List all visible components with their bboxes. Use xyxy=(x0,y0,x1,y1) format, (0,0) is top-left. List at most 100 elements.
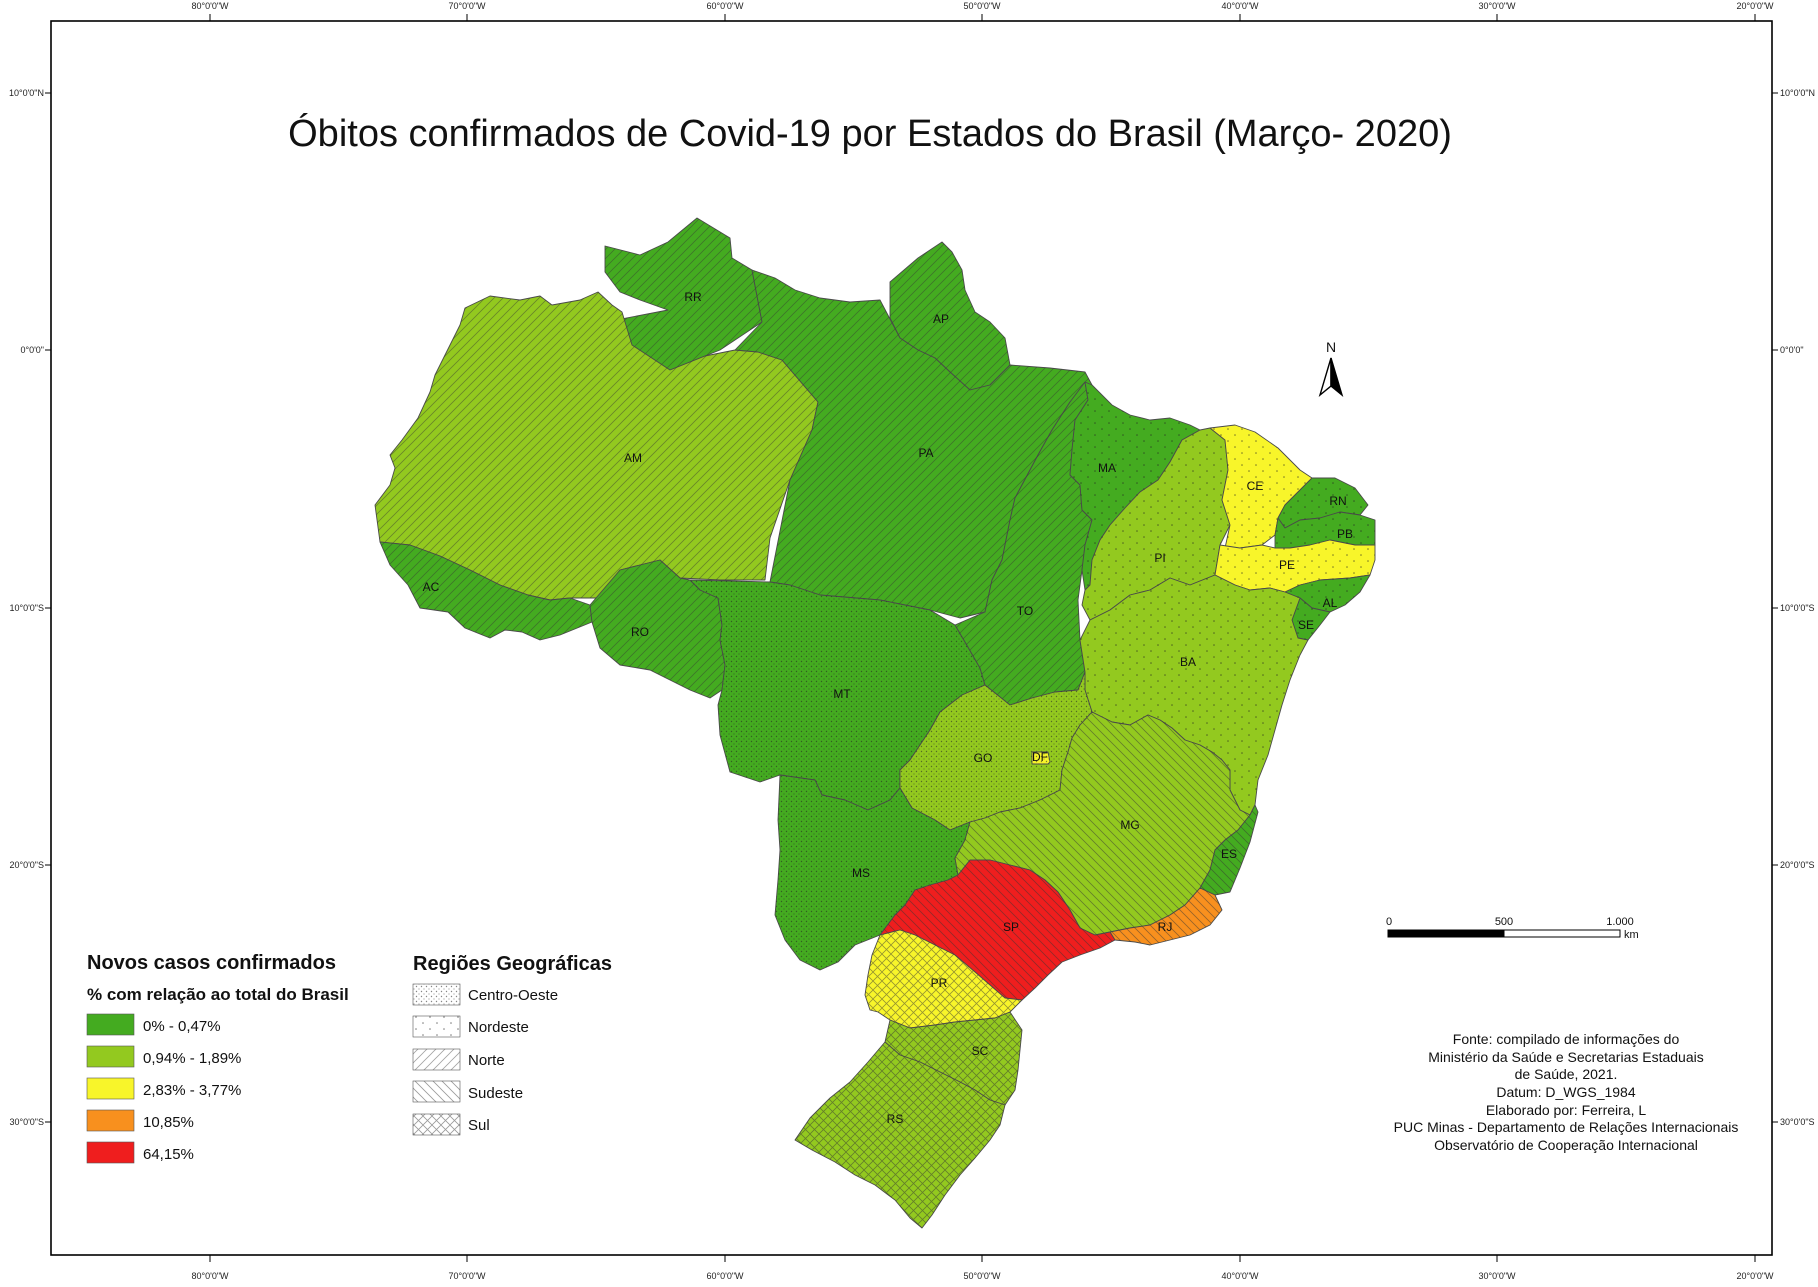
state-ac[interactable] xyxy=(379,541,593,641)
label-go: GO xyxy=(974,751,993,765)
legend-label-2: 0,94% - 1,89% xyxy=(143,1050,241,1067)
tick-label-left: 10°0'0"N xyxy=(9,88,44,98)
label-am: AM xyxy=(624,451,642,465)
north-arrow-label: N xyxy=(1326,339,1336,355)
state-pr[interactable] xyxy=(864,929,1023,1029)
scale-bar-segment-1 xyxy=(1388,930,1504,937)
source-line-4: Datum: D_WGS_1984 xyxy=(1496,1084,1635,1100)
scale-bar: 0 500 1.000 km xyxy=(1386,916,1639,941)
state-ro[interactable] xyxy=(589,559,726,699)
legend-subtitle: % com relação ao total do Brasil xyxy=(87,985,349,1004)
region-swatch-centro-oeste xyxy=(412,983,461,1006)
label-mg: MG xyxy=(1120,818,1139,832)
state-rj[interactable] xyxy=(1109,887,1223,946)
label-rr: RR xyxy=(684,290,702,304)
region-swatch-nordeste xyxy=(412,1015,461,1038)
label-rn: RN xyxy=(1329,494,1346,508)
state-to[interactable] xyxy=(954,381,1093,706)
region-label-nordeste: Nordeste xyxy=(468,1019,529,1036)
graticule-ticks: 80°0'0"W 80°0'0"W 70°0'0"W 70°0'0"W 60°0'0"W… xyxy=(9,1,1815,1281)
region-label-sudeste: Sudeste xyxy=(468,1085,523,1102)
label-mt: MT xyxy=(833,687,851,701)
tick-label-bottom: 60°0'0"W xyxy=(706,1271,744,1281)
state-rn[interactable] xyxy=(1277,477,1369,529)
source-line-1: Fonte: compilado de informações do xyxy=(1453,1031,1680,1047)
tick-label-top: 60°0'0"W xyxy=(706,1,744,11)
state-mt[interactable] xyxy=(689,579,986,811)
label-df: DF xyxy=(1032,750,1048,764)
source-line-5: Elaborado por: Ferreira, L xyxy=(1486,1102,1647,1118)
legend-regions: Regiões Geográficas Centro-Oeste Nordest… xyxy=(412,953,612,1136)
state-rs[interactable] xyxy=(794,1041,1006,1229)
scale-label-500: 500 xyxy=(1495,916,1513,928)
map-title: Óbitos confirmados de Covid-19 por Estad… xyxy=(288,112,1452,155)
state-sc[interactable] xyxy=(884,1011,1023,1106)
label-ap: AP xyxy=(933,312,949,326)
label-ba: BA xyxy=(1180,655,1196,669)
legend-label-1: 0% - 0,47% xyxy=(143,1018,221,1035)
label-es: ES xyxy=(1221,847,1237,861)
legend-label-5: 64,15% xyxy=(143,1146,194,1163)
tick-label-bottom: 20°0'0"W xyxy=(1736,1271,1774,1281)
region-swatch-sul xyxy=(412,1113,461,1136)
label-ma: MA xyxy=(1098,461,1116,475)
label-pe: PE xyxy=(1279,558,1295,572)
label-se: SE xyxy=(1298,618,1314,632)
state-am[interactable] xyxy=(374,291,819,601)
tick-label-top: 40°0'0"W xyxy=(1221,1,1259,11)
state-ms[interactable] xyxy=(774,774,971,971)
label-sp: SP xyxy=(1003,920,1019,934)
label-ac: AC xyxy=(423,580,440,594)
state-go[interactable] xyxy=(899,671,1093,831)
scale-label-1000: 1.000 xyxy=(1606,916,1634,928)
state-pb[interactable] xyxy=(1274,511,1376,549)
legend-swatch-4 xyxy=(86,1109,135,1132)
label-rs: RS xyxy=(887,1112,904,1126)
legend-title: Novos casos confirmados xyxy=(87,952,336,974)
state-sp[interactable] xyxy=(879,859,1116,1001)
tick-label-top: 70°0'0"W xyxy=(448,1,486,11)
label-al: AL xyxy=(1323,596,1338,610)
region-label-norte: Norte xyxy=(468,1052,505,1069)
state-pa[interactable] xyxy=(734,269,1093,619)
tick-label-top: 80°0'0"W xyxy=(191,1,229,11)
legend-swatch-1 xyxy=(86,1013,135,1036)
state-df[interactable] xyxy=(1031,751,1051,765)
scale-bar-segment-2 xyxy=(1503,929,1621,938)
state-pi[interactable] xyxy=(1081,427,1231,621)
label-rj: RJ xyxy=(1158,920,1173,934)
label-pa: PA xyxy=(918,446,933,460)
tick-label-top: 30°0'0"W xyxy=(1478,1,1516,11)
tick-label-right: 20°0'0"S xyxy=(1780,860,1815,870)
source-line-6: PUC Minas - Departamento de Relações Int… xyxy=(1394,1119,1739,1135)
tick-label-left: 10°0'0"S xyxy=(9,603,44,613)
state-rr[interactable] xyxy=(604,217,763,389)
tick-label-right: 10°0'0"N xyxy=(1780,88,1815,98)
label-ro: RO xyxy=(631,625,649,639)
legend-swatch-5 xyxy=(86,1141,135,1164)
label-to: TO xyxy=(1017,604,1033,618)
region-swatch-norte xyxy=(412,1048,461,1071)
source-line-2: Ministério da Saúde e Secretarias Estadu… xyxy=(1428,1049,1703,1065)
legend-swatch-2 xyxy=(86,1045,135,1068)
tick-label-right: 30°0'0"S xyxy=(1780,1117,1815,1127)
region-label-centro-oeste: Centro-Oeste xyxy=(468,987,558,1004)
label-sc: SC xyxy=(972,1044,989,1058)
tick-label-top: 50°0'0"W xyxy=(963,1,1001,11)
region-swatch-sudeste xyxy=(412,1080,461,1103)
tick-label-bottom: 30°0'0"W xyxy=(1478,1271,1516,1281)
label-pi: PI xyxy=(1154,551,1165,565)
source-line-7: Observatório de Cooperação Internacional xyxy=(1434,1137,1698,1153)
source-block: Fonte: compilado de informações do Minis… xyxy=(1394,1031,1739,1153)
north-arrow-icon: N xyxy=(1318,339,1344,397)
tick-label-right: 10°0'0"S xyxy=(1780,603,1815,613)
tick-label-bottom: 50°0'0"W xyxy=(963,1271,1001,1281)
tick-label-left: 0°0'0" xyxy=(20,345,44,355)
tick-label-bottom: 70°0'0"W xyxy=(448,1271,486,1281)
tick-label-left: 20°0'0"S xyxy=(9,860,44,870)
tick-label-right: 0°0'0" xyxy=(1780,345,1804,355)
tick-label-bottom: 40°0'0"W xyxy=(1221,1271,1259,1281)
label-ms: MS xyxy=(852,866,870,880)
legend-swatch-3 xyxy=(86,1077,135,1100)
source-line-3: de Saúde, 2021. xyxy=(1515,1066,1618,1082)
